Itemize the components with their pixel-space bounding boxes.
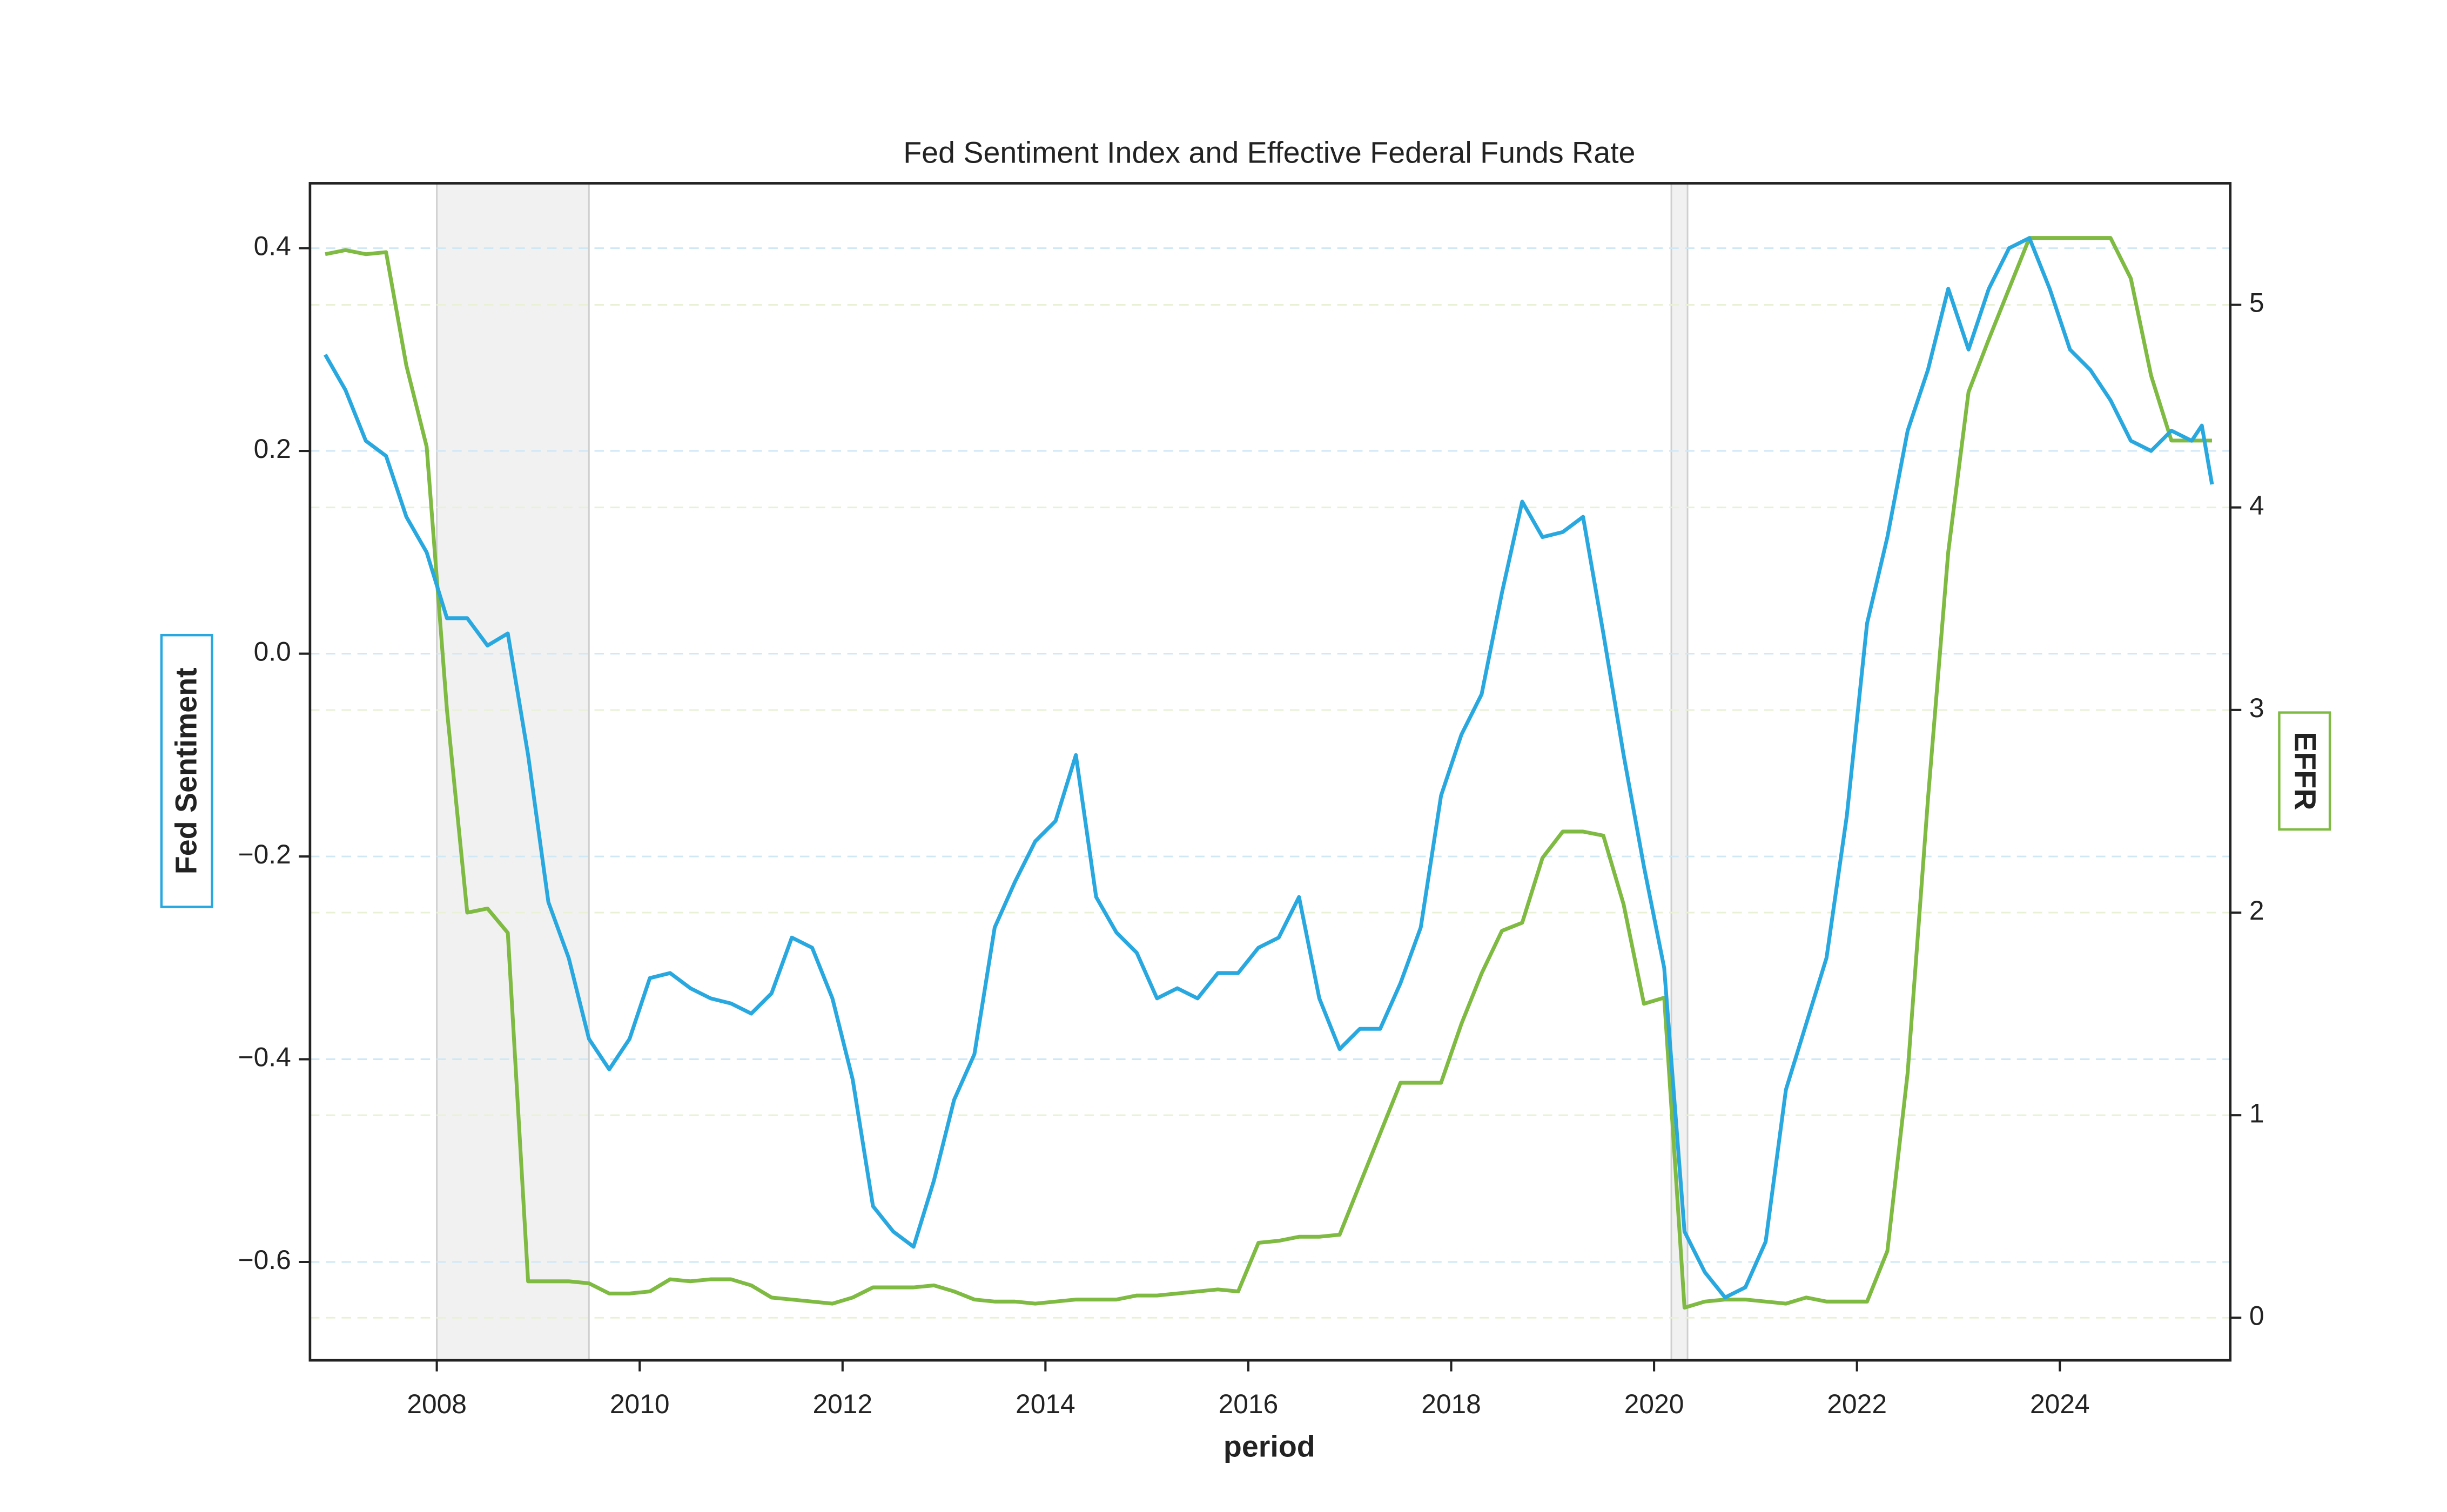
shaded-span [436,182,590,1361]
y-axis-label-box [160,633,213,908]
x-tick-label: 2024 [2030,1389,2090,1419]
data-line [324,236,2214,1300]
y2-axis-label-group: EFFR [2278,711,2331,831]
y-axis-label-group: Fed Sentiment [160,633,213,908]
chart-title: Fed Sentiment Index and Effective Federa… [903,136,1635,169]
y2-tick-label: 1 [2249,1098,2264,1128]
y2-axis-label: EFFR [2289,732,2322,810]
y-tick-label: 0.0 [254,637,291,667]
y-tick-label: 0.4 [254,231,291,261]
x-tick-label: 2010 [610,1389,670,1419]
y-tick-label: 0.2 [254,434,291,464]
y-tick-label: −0.4 [238,1042,291,1072]
x-tick-label: 2022 [1827,1389,1887,1419]
x-tick-label: 2012 [812,1389,872,1419]
plot-area [310,182,2230,1361]
x-tick-label: 2016 [1219,1389,1279,1419]
y-tick-label: −0.6 [238,1245,291,1275]
y2-tick-label: 3 [2249,693,2264,723]
y2-axis-label-box [2278,711,2331,831]
x-tick-label: 2008 [407,1389,467,1419]
y-axis-label: Fed Sentiment [169,667,203,874]
x-axis-label: period [1224,1430,1315,1463]
data-line [325,236,2212,1310]
y2-tick-label: 5 [2249,288,2264,318]
y2-tick-label: 4 [2249,490,2264,521]
x-tick-label: 2014 [1016,1389,1075,1419]
axes-frame [308,182,2232,1362]
x-tick-label: 2020 [1624,1389,1684,1419]
y2-tick-label: 2 [2249,895,2264,926]
y-tick-label: −0.2 [238,839,291,869]
y2-tick-label: 0 [2249,1300,2264,1331]
x-tick-label: 2018 [1421,1389,1481,1419]
